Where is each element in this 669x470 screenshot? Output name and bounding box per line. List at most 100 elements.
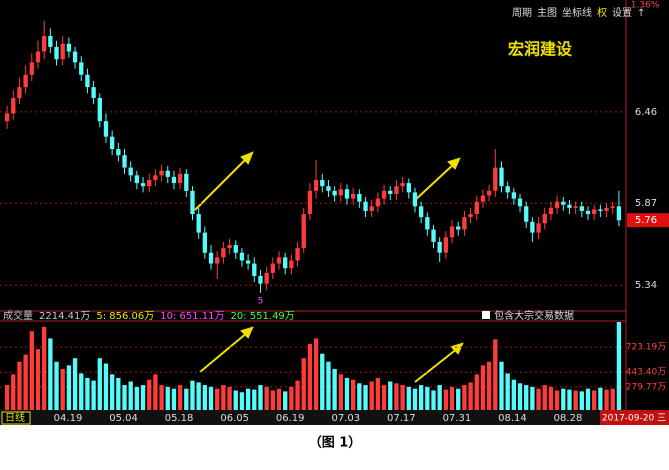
volume-bar [245, 388, 251, 410]
y-tick-label: 6.46 [635, 107, 657, 118]
volume-bar [307, 343, 313, 410]
volume-bar [437, 385, 442, 410]
toolbar-item[interactable]: 设置 [612, 7, 632, 19]
volume-bar [536, 388, 541, 410]
x-tick-label: 08.14 [498, 413, 527, 424]
top-label: 1.36% [631, 1, 660, 11]
candle-body [486, 190, 492, 196]
volume-bar [462, 385, 467, 410]
volume-bar [17, 361, 22, 410]
volume-bar [554, 390, 560, 410]
candle-body [177, 173, 183, 184]
volume-bar [177, 385, 183, 410]
candle-body [579, 206, 584, 211]
volume-legend: 2214.41万 [39, 311, 90, 322]
volume-bar [11, 374, 16, 410]
volume-bar [252, 389, 257, 410]
volume-bar [233, 390, 238, 410]
candle-body [585, 210, 591, 215]
candle-body [301, 214, 306, 249]
candle-body [4, 113, 10, 122]
caption: （图 1） [309, 435, 362, 451]
volume-bar [97, 358, 102, 410]
volume-bar [116, 377, 121, 410]
candle-body [307, 190, 313, 215]
candle-body [480, 195, 486, 202]
candle-body [604, 207, 609, 211]
toolbar-item[interactable]: 坐标线 [562, 6, 592, 19]
candle-body [462, 217, 467, 230]
candle-body [338, 189, 343, 196]
volume-bar [610, 388, 615, 410]
candle-body [109, 136, 115, 150]
candle-body [35, 51, 41, 63]
candle-body [394, 186, 399, 194]
candle-body [221, 248, 226, 258]
volume-bar [4, 385, 10, 410]
toolbar-item[interactable]: 权 [597, 6, 607, 19]
candle-body [425, 217, 430, 230]
candle-body [598, 209, 603, 211]
toolbar-item[interactable]: 主图 [537, 7, 557, 19]
volume-bar [153, 374, 158, 410]
toolbar-item[interactable]: 周期 [512, 7, 532, 19]
volume-bar [400, 385, 405, 410]
volume-bar [301, 358, 306, 410]
candle-body [159, 170, 164, 176]
volume-bar [375, 377, 381, 410]
volume-bar [363, 385, 368, 410]
volume-bar [585, 388, 591, 410]
volume-bar [147, 379, 152, 410]
candle-body [270, 263, 275, 273]
candle-body [511, 192, 517, 199]
volume-bar [468, 382, 473, 410]
volume-bar [171, 388, 177, 410]
volume-bar [264, 386, 269, 410]
volume-bar [530, 386, 535, 410]
x-tick-label: 07.17 [387, 413, 416, 424]
x-tick-label: 07.31 [443, 413, 472, 424]
volume-bar [202, 385, 208, 410]
volume-bar [289, 386, 294, 410]
volume-bar [66, 365, 72, 410]
candle-body [573, 206, 578, 208]
volume-bar [326, 361, 331, 410]
volume-bar [54, 361, 59, 410]
candle-body [610, 206, 615, 208]
x-tick-label: 07.03 [331, 413, 360, 424]
checkbox[interactable] [482, 311, 490, 319]
candle-body [122, 155, 127, 168]
toolbar-item[interactable]: ↑ [637, 8, 645, 19]
volume-bars [4, 322, 622, 410]
date-bar [0, 410, 669, 425]
candle-body [499, 167, 504, 187]
x-tick-label: 08.28 [554, 413, 583, 424]
candle-body [140, 183, 146, 187]
volume-bar [196, 382, 201, 410]
candle-body [42, 36, 47, 52]
volume-bar [48, 338, 53, 410]
volume-bar [524, 385, 529, 410]
candle-body [517, 198, 523, 207]
volume-bar [351, 379, 356, 410]
candle-body [54, 46, 59, 60]
candle-body [326, 186, 331, 191]
y-tick-label: 443.40万 [626, 368, 667, 378]
candle-body [456, 226, 461, 230]
volume-bar [431, 390, 436, 410]
candle-body [313, 179, 319, 191]
period-box[interactable] [1, 411, 31, 425]
volume-bar [165, 386, 170, 410]
volume-bar [239, 392, 245, 410]
candle-body [171, 176, 177, 184]
candle-body [524, 206, 529, 222]
candle-body [202, 232, 208, 253]
candle-body [548, 207, 554, 215]
volume-bar [35, 349, 41, 410]
volume-bar [443, 389, 449, 410]
volume-bar [313, 338, 319, 410]
candle-body [252, 263, 257, 276]
volume-bar [517, 383, 523, 410]
y-tick-label: 279.77万 [626, 382, 667, 392]
stock-title: 宏润建设 [508, 40, 573, 59]
